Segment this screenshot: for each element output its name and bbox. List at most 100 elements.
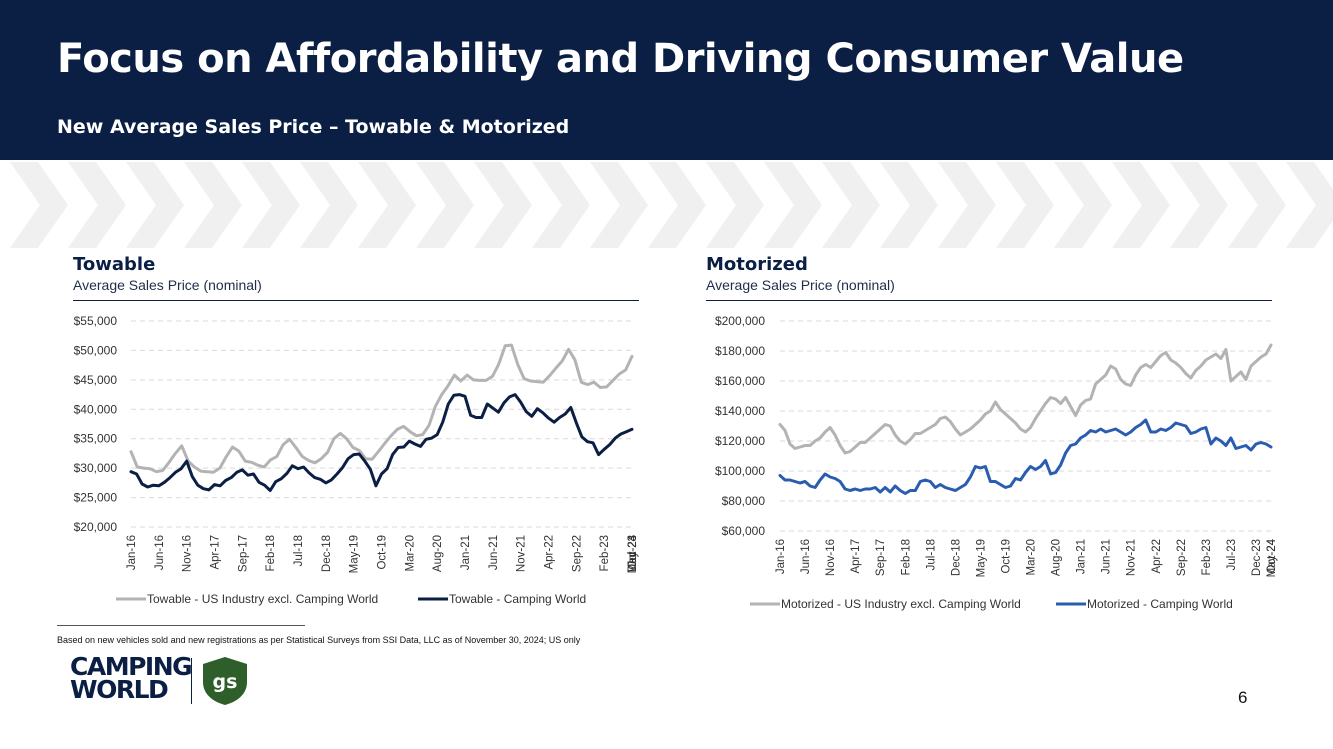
chevron-shape: [300, 162, 358, 248]
motorized-y-tick-label: $100,000: [715, 464, 765, 478]
motorized-x-tick-label: Nov-21: [1126, 539, 1138, 576]
motorized-x-tick-label: Aug-20: [1051, 539, 1063, 576]
motorized-x-tick-label: Oct-19: [1000, 539, 1012, 574]
motorized-x-tick-label: Apr-22: [1151, 539, 1163, 574]
chevron-shape: [532, 162, 590, 248]
motorized-panel-subtitle: Average Sales Price (nominal): [706, 277, 895, 293]
chevron-shape: [764, 162, 822, 248]
chevron-shape: [10, 162, 68, 248]
towable-series-industry: [129, 343, 634, 474]
chevron-shape: [1228, 162, 1286, 248]
towable-x-tick-label: Apr-17: [210, 535, 222, 570]
motorized-y-tick-label: $140,000: [715, 404, 765, 418]
motorized-x-tick-label: Jul-18: [925, 539, 937, 570]
motorized-panel-title: Motorized: [706, 254, 808, 275]
chevron-shape: [126, 162, 184, 248]
chevron-shape: [1286, 162, 1333, 248]
towable-x-tick-label: Nov-16: [182, 535, 194, 572]
towable-x-tick-label: Nov-21: [516, 535, 528, 572]
chevron-shape: [184, 162, 242, 248]
motorized-y-tick-label: $160,000: [715, 374, 765, 388]
towable-x-tick-label: Sep-17: [237, 535, 249, 572]
towable-panel-subtitle: Average Sales Price (nominal): [73, 277, 262, 293]
motorized-y-tick-label: $200,000: [715, 314, 765, 328]
page-title: Focus on Affordability and Driving Consu…: [57, 36, 1184, 82]
motorized-y-tick-label: $180,000: [715, 344, 765, 358]
motorized-x-tick-label: Jan-21: [1076, 539, 1088, 574]
motorized-x-tick-label: Nov-16: [825, 539, 837, 576]
chevron-shape: [68, 162, 126, 248]
motorized-x-tick-label: May-19: [975, 539, 987, 577]
footnote: Based on new vehicles sold and new regis…: [57, 635, 581, 645]
towable-x-tick-label: Mar-20: [404, 535, 416, 571]
towable-x-tick-label: May-24: [627, 534, 639, 573]
towable-y-tick-label: $55,000: [74, 314, 118, 328]
chevron-shape: [822, 162, 880, 248]
motorized-series-camping-world: [778, 418, 1273, 495]
towable-y-tick-label: $25,000: [74, 491, 118, 505]
chevron-shape: [1112, 162, 1170, 248]
motorized-x-tick-label: Dec-18: [950, 539, 962, 576]
motorized-x-tick-label: May-24: [1266, 538, 1278, 577]
towable-x-tick-label: Jun-16: [154, 535, 166, 570]
towable-divider: [73, 300, 639, 301]
header-banner: Focus on Affordability and Driving Consu…: [0, 0, 1333, 160]
towable-x-tick-label: Jun-21: [488, 535, 500, 570]
towable-y-tick-label: $35,000: [74, 432, 118, 446]
towable-x-tick-label: Feb-18: [265, 535, 277, 571]
chevron-shape: [358, 162, 416, 248]
motorized-legend-label: Motorized - Camping World: [1087, 597, 1233, 611]
page-number: 6: [1238, 688, 1248, 707]
chevron-shape: [416, 162, 474, 248]
towable-x-tick-label: Dec-23: [627, 535, 639, 572]
towable-series-camping-world: [129, 393, 634, 492]
motorized-series-industry: [778, 343, 1273, 455]
towable-y-tick-label: $40,000: [74, 402, 118, 416]
good-sam-logo: gs: [203, 657, 247, 705]
motorized-y-tick-label: $120,000: [715, 434, 765, 448]
towable-x-tick-label: Jan-16: [126, 535, 138, 570]
towable-x-tick-label: Jul-23: [627, 535, 639, 566]
logo-divider: [191, 658, 192, 704]
footnote-rule: [57, 625, 305, 626]
motorized-x-tick-label: Apr-17: [850, 539, 862, 574]
chevron-shape: [648, 162, 706, 248]
chevron-shape: [242, 162, 300, 248]
motorized-legend-label: Motorized - US Industry excl. Camping Wo…: [781, 597, 1021, 611]
towable-panel-title: Towable: [73, 254, 156, 275]
towable-x-tick-label: Sep-22: [571, 535, 583, 572]
motorized-x-tick-label: Jun-21: [1101, 539, 1113, 574]
chevron-shape: [706, 162, 764, 248]
towable-y-tick-label: $30,000: [74, 461, 118, 475]
logo-line-1: CAMPING: [70, 652, 193, 681]
page-subtitle: New Average Sales Price – Towable & Moto…: [57, 116, 570, 138]
motorized-x-tick-label: Sep-17: [875, 539, 887, 576]
towable-y-tick-label: $45,000: [74, 373, 118, 387]
chevron-shape: [1170, 162, 1228, 248]
motorized-x-tick-label: Jul-23: [1226, 539, 1238, 570]
towable-legend-label: Towable - US Industry excl. Camping Worl…: [147, 592, 378, 606]
chevron-shape: [938, 162, 996, 248]
chevron-shape: [1054, 162, 1112, 248]
motorized-x-tick-label: Feb-23: [1201, 539, 1213, 575]
good-sam-logo-text: gs: [213, 671, 238, 693]
towable-x-tick-label: Apr-22: [544, 535, 556, 570]
motorized-x-tick-label: Oct-24: [1266, 538, 1278, 573]
towable-y-tick-label: $50,000: [74, 343, 118, 357]
logo-line-2: WORLD: [70, 675, 169, 704]
towable-x-tick-label: Jul-18: [293, 535, 305, 566]
motorized-x-tick-label: Mar-20: [1026, 539, 1038, 575]
towable-x-tick-label: Jan-21: [460, 535, 472, 570]
towable-x-tick-label: Oct-19: [377, 535, 389, 570]
chevron-shape: [880, 162, 938, 248]
motorized-x-tick-label: Feb-18: [900, 539, 912, 575]
towable-x-tick-label: Dec-18: [321, 535, 333, 572]
motorized-y-tick-label: $80,000: [722, 494, 766, 508]
motorized-x-tick-label: Jan-16: [775, 539, 787, 574]
towable-x-tick-label: May-19: [349, 535, 361, 573]
towable-y-tick-label: $20,000: [74, 520, 118, 534]
towable-x-tick-label: Oct-24: [627, 534, 639, 569]
motorized-x-tick-label: Jun-16: [800, 539, 812, 574]
chevron-band: [10, 162, 1333, 248]
